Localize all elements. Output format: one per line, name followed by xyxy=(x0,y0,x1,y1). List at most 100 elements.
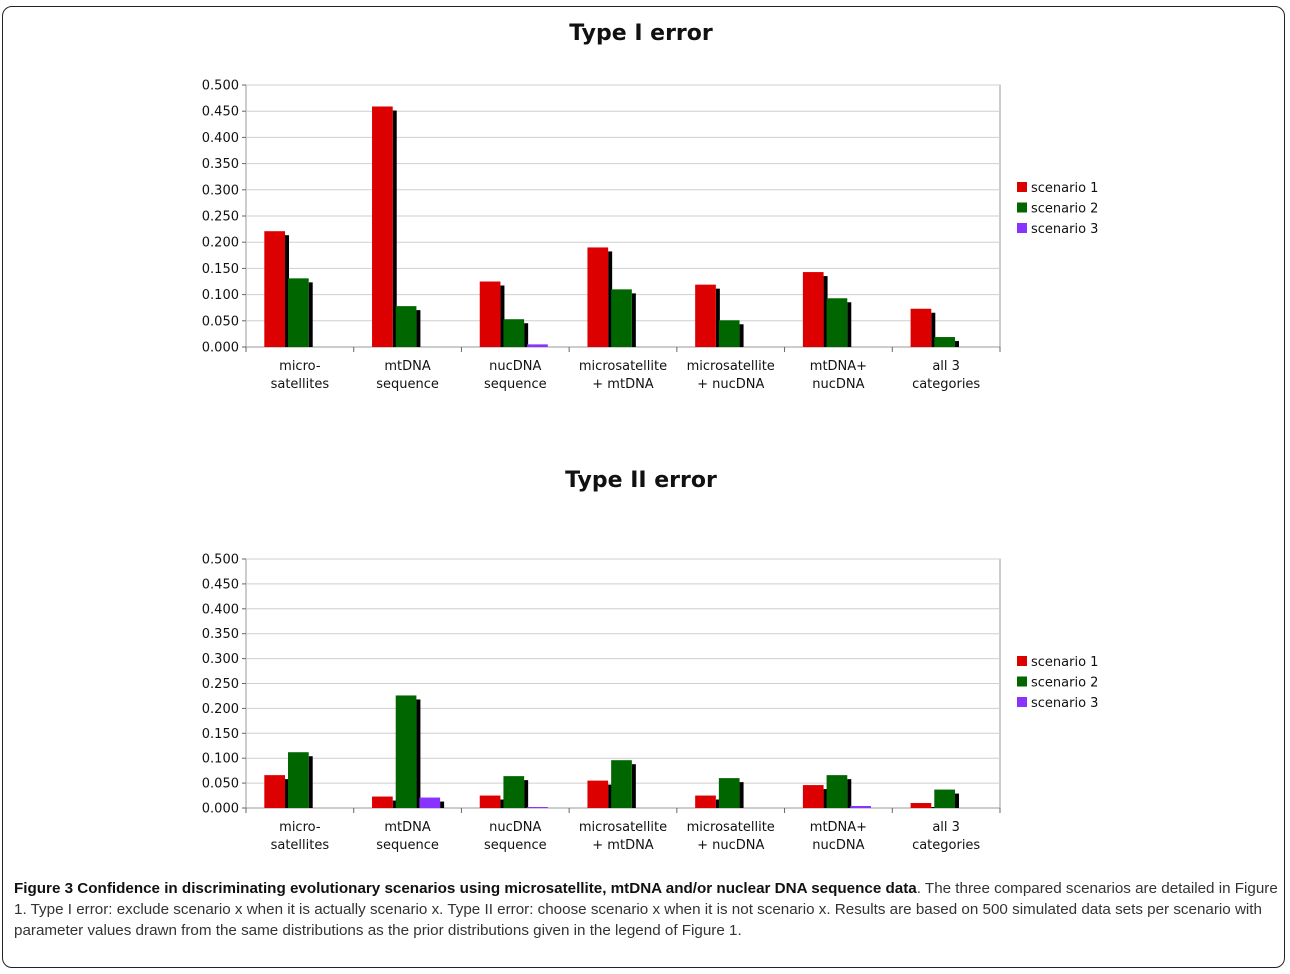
caption-label: Figure 3 Confidence in discriminating ev… xyxy=(14,880,917,897)
bar-shadow xyxy=(524,780,529,808)
x-tick-label: microsatellite xyxy=(579,820,667,835)
x-tick-label: sequence xyxy=(484,838,547,853)
x-tick-label: nucDNA xyxy=(812,838,864,853)
bar xyxy=(826,775,848,808)
bar xyxy=(695,284,716,347)
bar-shadow xyxy=(715,799,720,808)
legend-label: scenario 3 xyxy=(1031,696,1098,711)
bar xyxy=(826,298,848,347)
bar xyxy=(718,778,740,808)
legend-swatch xyxy=(1017,676,1027,687)
figure-frame xyxy=(2,6,1285,968)
bar-shadow xyxy=(308,756,313,808)
bar xyxy=(503,776,525,808)
bar xyxy=(527,344,548,347)
x-tick-label: nucDNA xyxy=(812,377,864,392)
x-tick-label: + nucDNA xyxy=(697,377,764,392)
bar xyxy=(850,806,871,808)
bar-shadow xyxy=(847,779,852,808)
bar xyxy=(288,752,309,808)
legend-swatch xyxy=(1017,202,1027,213)
x-tick-label: sequence xyxy=(484,377,547,392)
y-tick-label: 0.150 xyxy=(202,262,239,277)
x-tick-label: satellites xyxy=(271,838,330,853)
x-tick-label: micro- xyxy=(279,359,321,374)
y-tick-label: 0.500 xyxy=(202,553,239,568)
y-tick-label: 0.300 xyxy=(202,652,239,667)
x-tick-label: microsatellite xyxy=(687,820,775,835)
y-tick-label: 0.450 xyxy=(202,105,239,120)
bar xyxy=(910,803,932,808)
y-tick-label: 0.350 xyxy=(202,157,239,172)
x-tick-label: mtDNA xyxy=(384,359,430,374)
legend-swatch xyxy=(1017,223,1027,233)
x-tick-label: categories xyxy=(912,377,980,392)
y-tick-label: 0.050 xyxy=(202,777,239,792)
figure-charts: Type I error 0.000 0.050 0.100 0.150 0.200 0.2… xyxy=(202,21,1099,853)
bar xyxy=(264,775,286,808)
bar-shadow xyxy=(500,285,505,347)
legend-label: scenario 2 xyxy=(1031,676,1098,691)
bar xyxy=(695,795,716,808)
legend-swatch xyxy=(1017,182,1027,192)
x-tick-label: microsatellite xyxy=(687,359,775,374)
bar xyxy=(802,272,824,347)
y-tick-label: 0.000 xyxy=(202,341,239,356)
x-tick-label: sequence xyxy=(376,838,439,853)
x-tick-label: mtDNA+ xyxy=(810,820,867,835)
bar-shadow xyxy=(285,779,290,808)
x-tick-label: categories xyxy=(912,838,980,853)
bar-shadow xyxy=(416,310,421,347)
x-tick-label: mtDNA+ xyxy=(810,359,867,374)
bar-shadow xyxy=(931,312,936,347)
x-tick-label: mtDNA xyxy=(384,820,430,835)
y-tick-label: 0.400 xyxy=(202,131,239,146)
bar-shadow xyxy=(931,807,936,808)
caption-text: . The three compared scenarios are detai… xyxy=(14,880,1278,939)
type-1-error-chart: Type I error 0.000 0.050 0.100 0.150 0.200 0.2… xyxy=(202,21,1099,392)
x-tick-label: + mtDNA xyxy=(592,838,654,853)
x-tick-label: microsatellite xyxy=(579,359,667,374)
y-tick-label: 0.000 xyxy=(202,802,239,817)
y-tick-label: 0.500 xyxy=(202,79,239,94)
bar xyxy=(802,785,824,808)
bar-shadow xyxy=(308,282,313,347)
x-tick-label: sequence xyxy=(376,377,439,392)
bar xyxy=(372,796,393,808)
bar xyxy=(934,337,955,347)
y-tick-label: 0.150 xyxy=(202,727,239,742)
bar-shadow xyxy=(715,288,720,347)
bar-shadow xyxy=(823,276,828,347)
bar xyxy=(372,106,393,347)
x-tick-label: + nucDNA xyxy=(697,838,764,853)
chart-title: Type II error xyxy=(565,468,717,493)
bar-shadow xyxy=(847,302,852,347)
y-tick-label: 0.350 xyxy=(202,627,239,642)
bar-shadow xyxy=(608,784,613,808)
bar-shadow xyxy=(608,251,613,347)
bar xyxy=(587,247,609,347)
bar xyxy=(264,231,286,347)
bar xyxy=(611,760,632,808)
legend-label: scenario 3 xyxy=(1031,222,1098,237)
y-tick-label: 0.450 xyxy=(202,577,239,592)
bar xyxy=(718,320,740,347)
bar xyxy=(587,780,609,808)
bar xyxy=(934,789,955,808)
bar-shadow xyxy=(739,324,744,347)
figure-caption: Figure 3 Confidence in discriminating ev… xyxy=(14,878,1278,941)
y-tick-label: 0.300 xyxy=(202,183,239,198)
type-2-error-chart: Type II error 0.000 0.050 0.100 0.150 0.200 0.… xyxy=(202,468,1099,853)
y-tick-label: 0.250 xyxy=(202,677,239,692)
x-tick-label: nucDNA xyxy=(489,820,541,835)
bar-shadow xyxy=(392,110,397,347)
bar-shadow xyxy=(440,801,445,808)
bar xyxy=(288,278,309,347)
legend-swatch xyxy=(1017,697,1027,707)
bar-shadow xyxy=(631,764,636,808)
bar xyxy=(503,319,525,347)
x-tick-label: nucDNA xyxy=(489,359,541,374)
bar xyxy=(527,807,548,808)
bar-shadow xyxy=(631,293,636,347)
y-tick-label: 0.200 xyxy=(202,702,239,717)
